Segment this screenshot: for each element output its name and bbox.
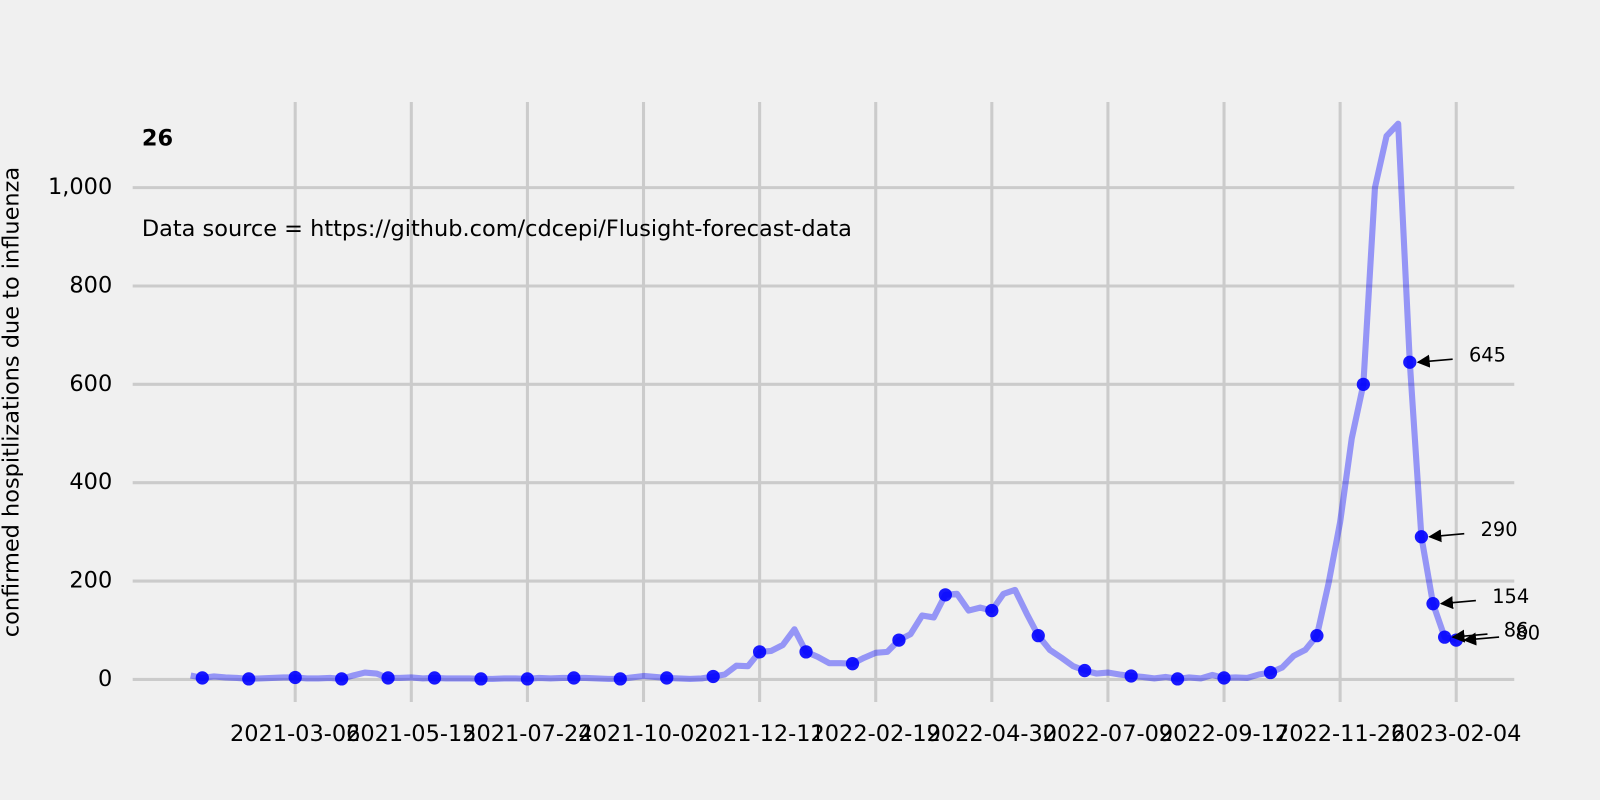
x-tick-label: 2021-10-02 (578, 721, 708, 747)
point (1124, 669, 1138, 683)
grid (132, 102, 1515, 703)
point (288, 670, 302, 685)
point (1426, 597, 1440, 611)
point (613, 672, 627, 686)
callout-arrow (1439, 596, 1476, 610)
point (1263, 665, 1278, 680)
point (660, 671, 674, 685)
point (892, 633, 906, 647)
point (1437, 630, 1452, 644)
x-tick-label: 2022-11-26 (1275, 721, 1405, 747)
point (1078, 663, 1092, 678)
x-tick-label: 2021-03-06 (230, 721, 360, 747)
point (1031, 629, 1045, 643)
callout-label: 86 (1504, 619, 1529, 642)
x-tick-label: 2021-05-15 (346, 721, 476, 747)
point (985, 603, 999, 618)
point (1414, 530, 1429, 544)
point (335, 672, 349, 686)
x-tick-label: 2021-12-11 (694, 721, 824, 747)
point (195, 671, 209, 685)
point (799, 645, 813, 659)
y-tick-label: 200 (69, 568, 112, 594)
callout-label: 645 (1469, 344, 1506, 367)
x-tick-label: 2021-07-24 (462, 721, 592, 747)
point (938, 588, 953, 602)
point (1356, 377, 1370, 391)
y-tick-label: 800 (69, 272, 112, 298)
point (474, 672, 488, 686)
chart-title: 26 (142, 125, 173, 151)
series-line (190, 120, 1457, 682)
callout-arrow (1463, 632, 1500, 646)
point (1217, 671, 1231, 685)
point (520, 672, 535, 686)
point (567, 671, 581, 685)
callout-label: 290 (1481, 518, 1518, 541)
callout-arrow (1428, 529, 1465, 543)
point (752, 645, 767, 659)
point (845, 657, 860, 671)
x-tick-label: 2022-04-30 (927, 721, 1057, 747)
point (1310, 629, 1324, 643)
x-tick-label: 2022-02-19 (811, 721, 941, 747)
point (242, 672, 256, 686)
y-tick-label: 600 (69, 371, 112, 397)
x-tick-label: 2023-02-04 (1391, 721, 1521, 747)
point (1170, 672, 1185, 686)
source-note: Data source = https://github.com/cdcepi/… (142, 216, 852, 242)
x-tick-label: 2022-09-17 (1159, 721, 1289, 747)
point (1449, 633, 1463, 647)
x-tick-label: 2022-07-09 (1043, 721, 1173, 747)
callout-label: 80 (1515, 621, 1540, 644)
y-tick-label: 1,000 (48, 174, 112, 200)
y-tick-label: 400 (69, 469, 112, 495)
point (1403, 355, 1417, 369)
point (706, 669, 720, 684)
y-axis-label: confirmed hospitlizations due to influen… (0, 167, 25, 637)
callout-arrow (1416, 354, 1453, 368)
point (381, 671, 395, 685)
y-tick-label: 0 (98, 666, 112, 692)
callout-label: 154 (1492, 585, 1529, 608)
point (427, 671, 442, 685)
